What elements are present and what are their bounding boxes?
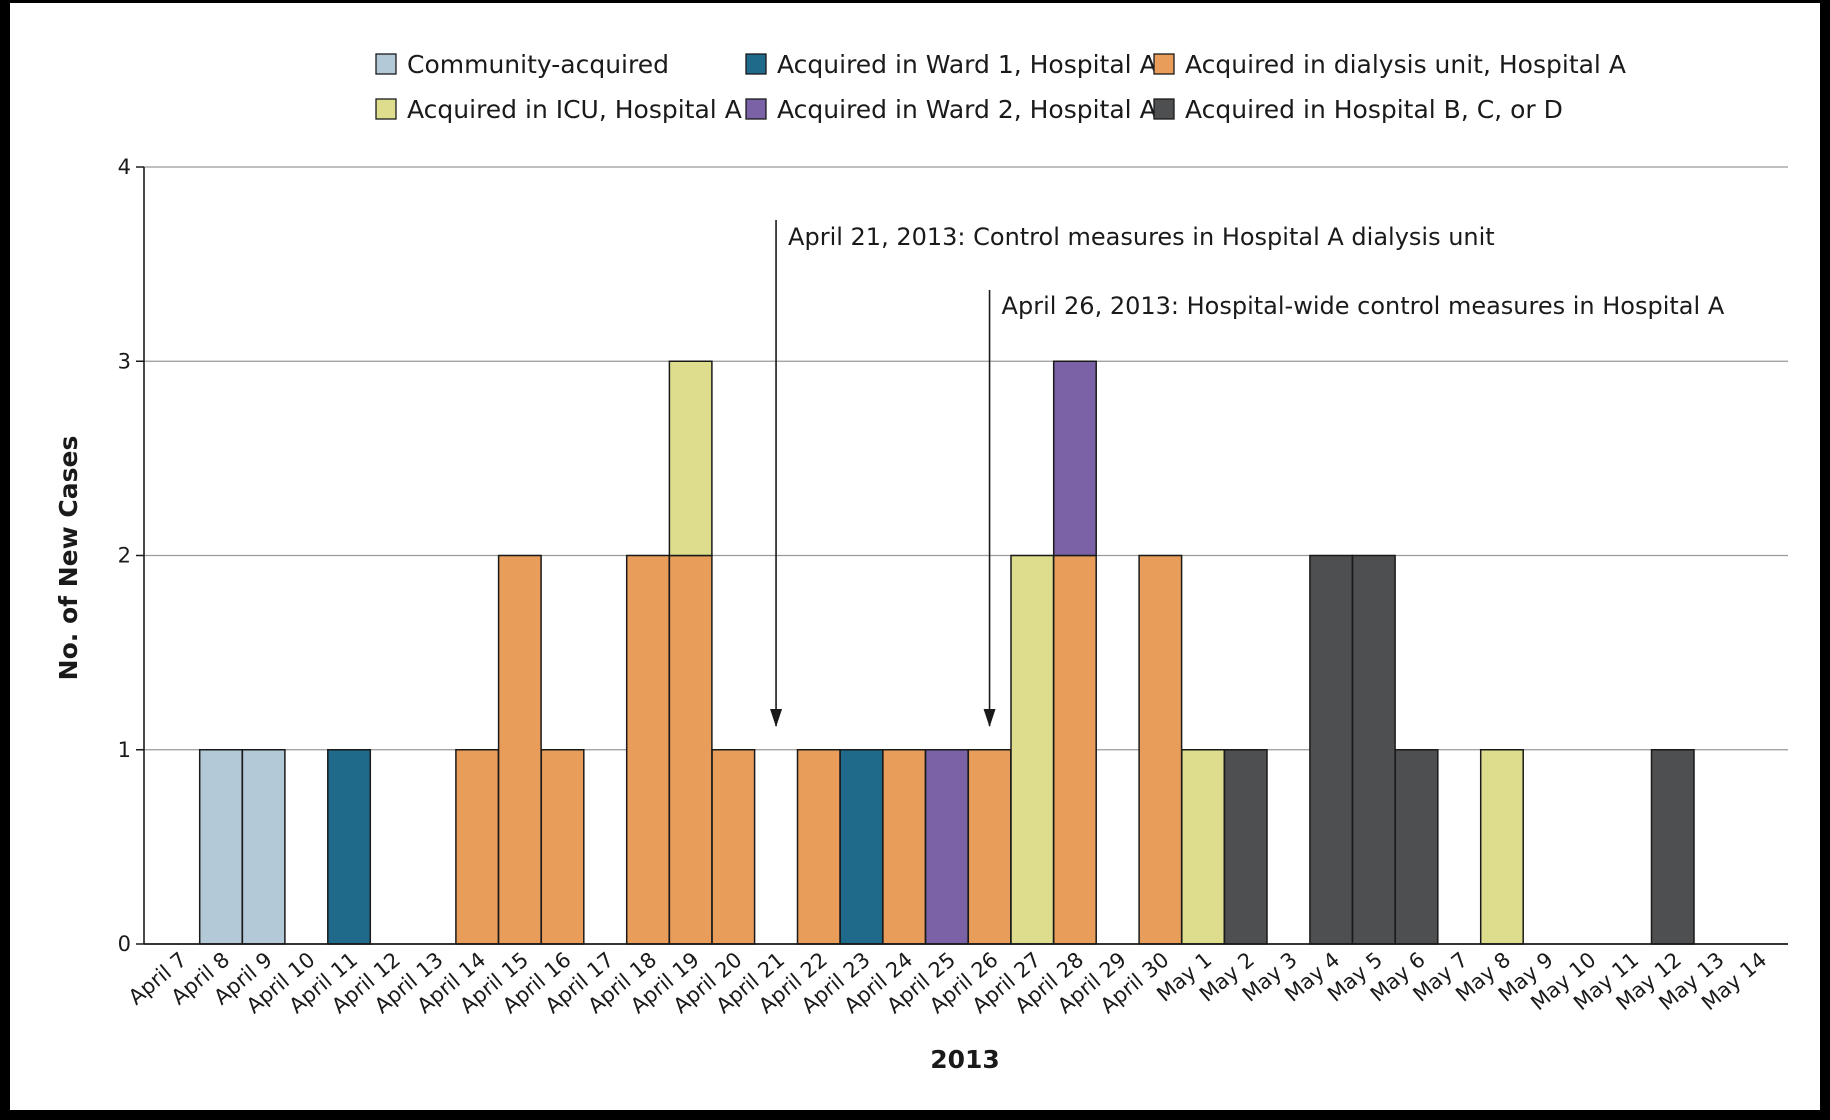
bar-segment	[1479, 749, 1524, 945]
bar-segment	[711, 749, 756, 945]
bar-segment	[1052, 360, 1097, 557]
bar-segment	[497, 554, 542, 945]
y-tick-label: 3	[118, 349, 131, 373]
legend-label: Acquired in Hospital B, C, or D	[1185, 95, 1563, 124]
annotation-label: April 26, 2013: Hospital-wide control me…	[1002, 292, 1725, 320]
y-tick-label: 0	[118, 932, 131, 956]
bar-segment	[839, 749, 884, 945]
bar-segment	[1052, 554, 1097, 945]
bar-segment	[455, 749, 500, 945]
bar-segment	[1181, 749, 1226, 945]
y-axis-title: No. of New Cases	[54, 436, 83, 681]
legend: Community-acquired Acquired in ICU, Hospi…	[375, 50, 1626, 124]
bar-segment	[924, 749, 969, 945]
arrowhead-icon	[983, 709, 996, 727]
bar-segment	[241, 749, 286, 945]
bar-segment	[668, 360, 713, 557]
legend-swatch	[745, 98, 767, 120]
bar-segment	[1223, 749, 1268, 945]
legend-swatch	[1153, 98, 1175, 120]
y-tick-label: 4	[118, 155, 131, 179]
bar-segment	[1394, 749, 1439, 945]
annotations: April 21, 2013: Control measures in Hosp…	[770, 220, 1725, 727]
legend-label: Community-acquired	[407, 50, 669, 79]
bar-segment	[967, 749, 1012, 945]
legend-label: Acquired in Ward 2, Hospital A	[777, 95, 1157, 124]
y-tick-label: 1	[118, 738, 131, 762]
annotation-label: April 21, 2013: Control measures in Hosp…	[788, 223, 1495, 251]
y-tick-label: 2	[118, 544, 131, 568]
legend-label: Acquired in dialysis unit, Hospital A	[1185, 50, 1626, 79]
legend-label: Acquired in ICU, Hospital A	[407, 95, 742, 124]
bar-segment	[625, 554, 670, 945]
bars	[198, 360, 1695, 945]
legend-swatch	[375, 53, 397, 75]
bar-segment	[1138, 554, 1183, 945]
bar-segment	[1010, 554, 1055, 945]
bar-segment	[1650, 749, 1695, 945]
bar-segment	[1351, 554, 1396, 945]
bar-segment	[882, 749, 927, 945]
bar-segment	[327, 749, 372, 945]
bar-segment	[796, 749, 841, 945]
bar-segment	[1309, 554, 1354, 945]
epidemic-curve-chart: Community-acquired Acquired in ICU, Hospi…	[54, 50, 1788, 1074]
x-axis-title: 2013	[930, 1045, 1000, 1074]
arrowhead-icon	[770, 709, 783, 727]
gridlines	[144, 166, 1788, 751]
legend-swatch	[1153, 53, 1175, 75]
legend-swatch	[375, 98, 397, 120]
legend-swatch	[745, 53, 767, 75]
bar-segment	[198, 749, 243, 945]
bar-segment	[668, 554, 713, 945]
legend-label: Acquired in Ward 1, Hospital A	[777, 50, 1157, 79]
bar-segment	[540, 749, 585, 945]
